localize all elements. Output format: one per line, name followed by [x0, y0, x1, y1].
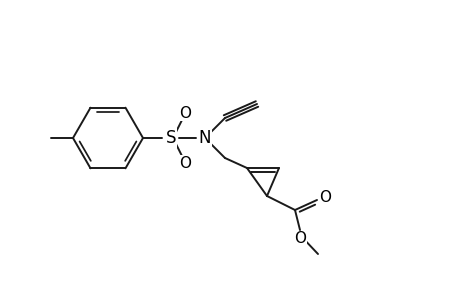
Text: S: S — [165, 129, 176, 147]
Text: O: O — [179, 155, 190, 170]
Text: O: O — [293, 232, 305, 247]
Text: O: O — [179, 106, 190, 121]
Text: O: O — [318, 190, 330, 206]
Text: N: N — [198, 129, 211, 147]
